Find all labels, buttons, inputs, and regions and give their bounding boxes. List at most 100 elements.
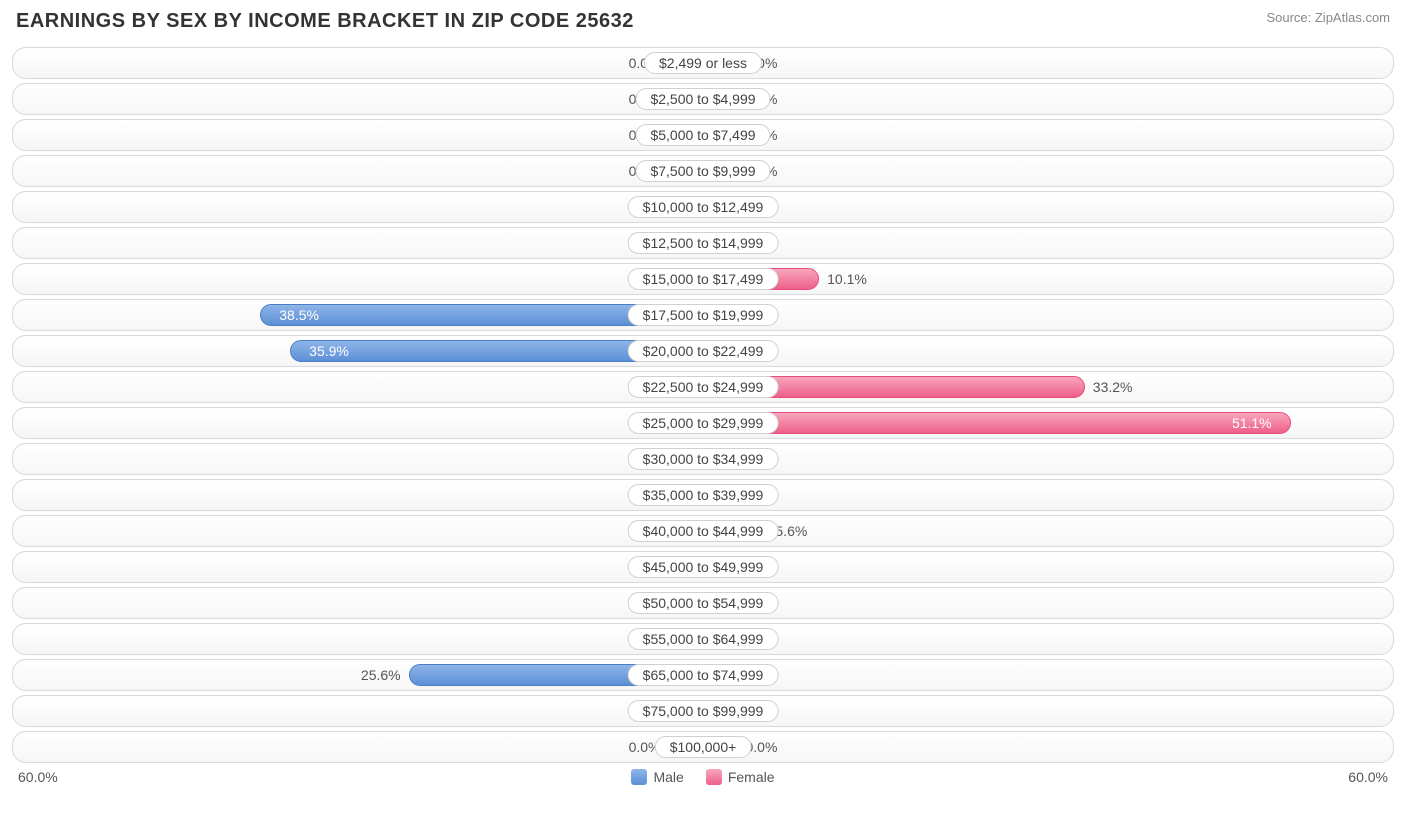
chart-row: 0.0%0.0%$35,000 to $39,999 (12, 479, 1394, 511)
category-label: $10,000 to $12,499 (628, 196, 779, 218)
male-half: 0.0% (13, 48, 703, 78)
category-label: $15,000 to $17,499 (628, 268, 779, 290)
category-label: $55,000 to $64,999 (628, 628, 779, 650)
category-label: $17,500 to $19,999 (628, 304, 779, 326)
female-half: 0.0% (703, 732, 1393, 762)
female-half: 0.0% (703, 228, 1393, 258)
female-half: 0.0% (703, 588, 1393, 618)
male-half: 0.0% (13, 228, 703, 258)
category-label: $65,000 to $74,999 (628, 664, 779, 686)
category-label: $35,000 to $39,999 (628, 484, 779, 506)
male-value-label: 25.6% (353, 667, 409, 683)
male-half: 0.0% (13, 624, 703, 654)
female-half: 10.1% (703, 264, 1393, 294)
male-half: 0.0% (13, 696, 703, 726)
chart-source: Source: ZipAtlas.com (1266, 10, 1390, 25)
female-half: 0.0% (703, 84, 1393, 114)
chart-row: 0.0%0.0%$75,000 to $99,999 (12, 695, 1394, 727)
female-value-label: 33.2% (1085, 379, 1141, 395)
female-half: 0.0% (703, 300, 1393, 330)
female-half: 51.1% (703, 408, 1393, 438)
chart-row: 0.0%0.0%$10,000 to $12,499 (12, 191, 1394, 223)
male-half: 0.0% (13, 480, 703, 510)
chart-row: 0.0% 51.1% $25,000 to $29,999 (12, 407, 1394, 439)
diverging-bar-chart: 0.0%0.0%$2,499 or less0.0%0.0%$2,500 to … (12, 47, 1394, 763)
category-label: $22,500 to $24,999 (628, 376, 779, 398)
male-half: 35.9% (13, 336, 703, 366)
chart-header: EARNINGS BY SEX BY INCOME BRACKET IN ZIP… (12, 10, 1394, 33)
chart-row: 0.0%0.0%$30,000 to $34,999 (12, 443, 1394, 475)
female-half: 0.0% (703, 552, 1393, 582)
category-label: $40,000 to $44,999 (628, 520, 779, 542)
male-half: 0.0% (13, 516, 703, 546)
category-label: $20,000 to $22,499 (628, 340, 779, 362)
axis-max-left: 60.0% (18, 769, 58, 785)
chart-row: 0.0%0.0%$12,500 to $14,999 (12, 227, 1394, 259)
category-label: $2,500 to $4,999 (635, 88, 770, 110)
female-half: 0.0% (703, 660, 1393, 690)
female-half: 0.0% (703, 192, 1393, 222)
chart-row: 0.0%0.0%$2,500 to $4,999 (12, 83, 1394, 115)
male-half: 25.6% (13, 660, 703, 690)
category-label: $25,000 to $29,999 (628, 412, 779, 434)
chart-row: 0.0%0.0%$5,000 to $7,499 (12, 119, 1394, 151)
category-label: $30,000 to $34,999 (628, 448, 779, 470)
male-half: 0.0% (13, 588, 703, 618)
female-half: 0.0% (703, 696, 1393, 726)
female-half: 5.6% (703, 516, 1393, 546)
male-half: 0.0% (13, 732, 703, 762)
chart-row: 0.0%0.0%$100,000+ (12, 731, 1394, 763)
chart-footer: 60.0% Male Female 60.0% (12, 769, 1394, 785)
female-bar: 51.1% (703, 412, 1291, 434)
chart-row: 0.0%0.0%$50,000 to $54,999 (12, 587, 1394, 619)
male-value-label: 35.9% (301, 343, 357, 359)
legend-female: Female (706, 769, 775, 785)
chart-row: 0.0%0.0%$45,000 to $49,999 (12, 551, 1394, 583)
female-half: 0.0% (703, 624, 1393, 654)
chart-row: 0.0%0.0%$7,500 to $9,999 (12, 155, 1394, 187)
chart-legend: Male Female (58, 769, 1349, 785)
legend-male: Male (631, 769, 683, 785)
female-half: 0.0% (703, 120, 1393, 150)
male-half: 0.0% (13, 552, 703, 582)
female-half: 33.2% (703, 372, 1393, 402)
category-label: $2,499 or less (644, 52, 762, 74)
category-label: $7,500 to $9,999 (635, 160, 770, 182)
female-value-label: 10.1% (819, 271, 875, 287)
female-value-label: 51.1% (1224, 415, 1280, 431)
chart-row: 38.5% 0.0%$17,500 to $19,999 (12, 299, 1394, 331)
chart-row: 0.0%0.0%$55,000 to $64,999 (12, 623, 1394, 655)
female-half: 0.0% (703, 336, 1393, 366)
female-half: 0.0% (703, 480, 1393, 510)
female-half: 0.0% (703, 444, 1393, 474)
category-label: $50,000 to $54,999 (628, 592, 779, 614)
category-label: $45,000 to $49,999 (628, 556, 779, 578)
chart-row: 0.0%5.6%$40,000 to $44,999 (12, 515, 1394, 547)
female-half: 0.0% (703, 48, 1393, 78)
male-half: 0.0% (13, 84, 703, 114)
legend-male-label: Male (653, 769, 683, 785)
chart-row: 0.0%0.0%$2,499 or less (12, 47, 1394, 79)
chart-row: 35.9% 0.0%$20,000 to $22,499 (12, 335, 1394, 367)
category-label: $5,000 to $7,499 (635, 124, 770, 146)
male-half: 0.0% (13, 444, 703, 474)
chart-title: EARNINGS BY SEX BY INCOME BRACKET IN ZIP… (16, 10, 634, 33)
male-half: 0.0% (13, 192, 703, 222)
category-label: $100,000+ (655, 736, 752, 758)
male-swatch-icon (631, 769, 647, 785)
male-half: 0.0% (13, 372, 703, 402)
category-label: $75,000 to $99,999 (628, 700, 779, 722)
male-half: 0.0% (13, 156, 703, 186)
male-value-label: 38.5% (271, 307, 327, 323)
female-half: 0.0% (703, 156, 1393, 186)
category-label: $12,500 to $14,999 (628, 232, 779, 254)
male-half: 38.5% (13, 300, 703, 330)
legend-female-label: Female (728, 769, 775, 785)
axis-max-right: 60.0% (1348, 769, 1388, 785)
female-swatch-icon (706, 769, 722, 785)
male-half: 0.0% (13, 264, 703, 294)
chart-row: 0.0% 10.1% $15,000 to $17,499 (12, 263, 1394, 295)
chart-row: 0.0% 33.2% $22,500 to $24,999 (12, 371, 1394, 403)
male-half: 0.0% (13, 120, 703, 150)
male-half: 0.0% (13, 408, 703, 438)
